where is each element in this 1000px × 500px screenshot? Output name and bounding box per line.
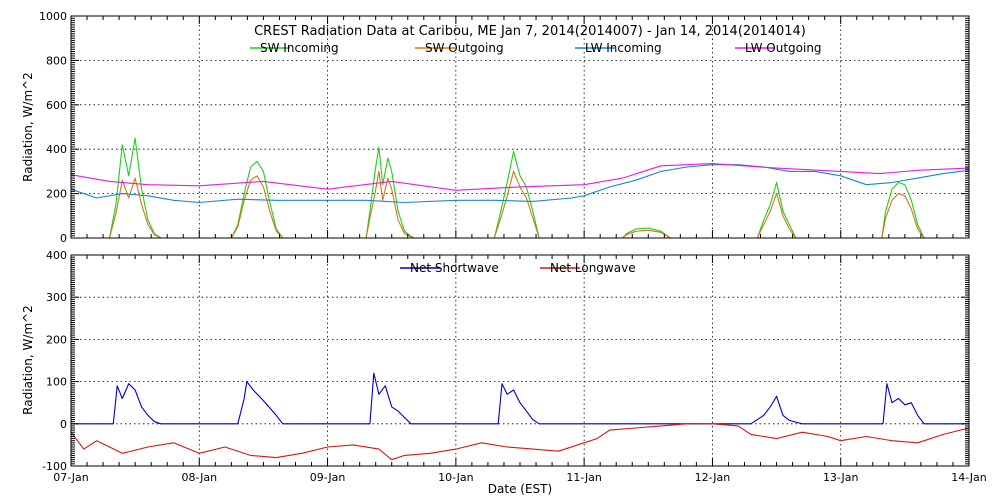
top-legend: SW Incoming SW Outgoing LW Incoming LW Outg… [250, 41, 822, 55]
top-y-tick-label: 800 [46, 54, 67, 67]
bottom-y-tick-label: 200 [46, 333, 67, 346]
legend-label: SW Incoming [260, 41, 339, 55]
bottom-y-tick-label: 100 [46, 376, 67, 389]
series-line-net-longwave [70, 423, 970, 461]
top-y-axis-label: Radiation, W/m^2 [21, 72, 35, 182]
legend-label: SW Outgoing [425, 41, 504, 55]
top-grid [71, 16, 969, 238]
legend-label: Net Shortwave [410, 261, 499, 275]
bottom-y-tick-label: 0 [60, 418, 67, 431]
top-y-tick-label: 1000 [39, 10, 67, 23]
series-line-lw-incoming [70, 164, 970, 204]
bottom-legend: Net Shortwave Net Longwave [400, 261, 636, 275]
bottom-y-tick-label: 300 [46, 291, 67, 304]
top-y-tick-label: 0 [60, 232, 67, 245]
x-tick-label: 10-Jan [438, 471, 474, 484]
bottom-panel: -100 0 100 200 300 400 07-Jan 08-Jan 09-Jan 10-Ja… [21, 249, 987, 496]
series-line-sw-outgoing [71, 170, 969, 239]
series-line-lw-outgoing [70, 163, 970, 191]
top-y-tick-label: 600 [46, 99, 67, 112]
top-plot-frame [70, 15, 970, 239]
top-chart-title: CREST Radiation Data at Caribou, ME Jan … [254, 24, 806, 39]
x-tick-label: 11-Jan [566, 471, 602, 484]
bottom-grid [71, 255, 969, 466]
bottom-y-axis-label: Radiation, W/m^2 [21, 305, 35, 415]
bottom-y-tick-label: -100 [42, 460, 67, 473]
x-tick-label: 09-Jan [310, 471, 346, 484]
top-y-tick-label: 400 [46, 143, 67, 156]
top-y-tick-label: 200 [46, 188, 67, 201]
legend-label: LW Incoming [585, 41, 662, 55]
bottom-series [70, 372, 970, 461]
top-panel: 0 200 400 600 800 1000 CREST Radiation Data a… [21, 10, 970, 245]
bottom-y-tick-label: 400 [46, 249, 67, 262]
bottom-ticks: -100 0 100 200 300 400 07-Jan 08-Jan 09-Jan 10-Ja… [42, 249, 987, 484]
top-ticks: 0 200 400 600 800 1000 [39, 10, 970, 245]
legend-label: Net Longwave [550, 261, 636, 275]
bottom-x-axis-label: Date (EST) [488, 482, 552, 496]
x-tick-label: 13-Jan [823, 471, 859, 484]
top-series [70, 137, 970, 239]
x-tick-label: 14-Jan [951, 471, 987, 484]
series-line-net-shortwave [71, 372, 969, 425]
x-tick-label: 08-Jan [182, 471, 218, 484]
legend-label: LW Outgoing [745, 41, 822, 55]
x-tick-label: 07-Jan [53, 471, 89, 484]
series-line-sw-incoming [71, 137, 969, 239]
x-tick-label: 12-Jan [695, 471, 731, 484]
bottom-plot-frame [70, 254, 970, 467]
